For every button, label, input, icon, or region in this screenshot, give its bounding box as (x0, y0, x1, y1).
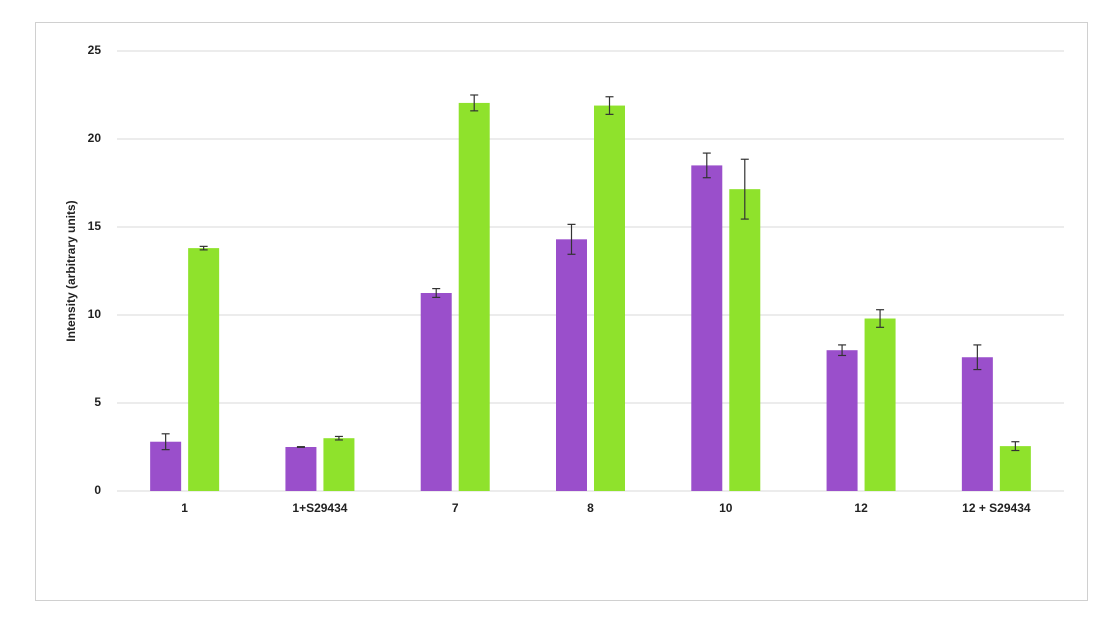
x-tick-label: 7 (452, 501, 459, 515)
bar (556, 239, 587, 491)
bar (420, 293, 452, 491)
bar (323, 438, 355, 491)
bar (729, 189, 761, 491)
y-tick-label: 0 (94, 483, 101, 497)
x-tick-label: 1+S29434 (292, 501, 347, 515)
bar (691, 165, 723, 491)
error-bar (740, 158, 749, 220)
x-tick-label: 12 + S29434 (962, 501, 1031, 515)
y-tick-label: 10 (88, 307, 102, 321)
error-bar (702, 152, 711, 179)
error-bar (334, 435, 343, 441)
bar (594, 105, 625, 491)
error-bar (605, 96, 614, 115)
error-bar (567, 223, 576, 255)
bar (285, 447, 317, 491)
x-tick-label: 8 (587, 501, 594, 515)
y-tick-label: 25 (88, 43, 102, 57)
error-bar (876, 309, 885, 328)
y-axis-label: Intensity (arbitrary units) (64, 200, 78, 341)
bar (826, 350, 858, 491)
error-bar (296, 446, 305, 448)
x-tick-label: 1 (181, 501, 188, 515)
y-tick-label: 5 (94, 395, 101, 409)
bar (458, 102, 490, 492)
x-tick-label: 10 (719, 501, 733, 515)
error-bar (973, 344, 982, 371)
error-bar (838, 344, 847, 357)
y-tick-label: 15 (88, 219, 102, 233)
bar (864, 318, 896, 491)
bar (961, 357, 993, 491)
error-bar (199, 245, 208, 251)
error-bar (432, 288, 441, 298)
bar (999, 446, 1031, 491)
y-tick-label: 20 (88, 131, 102, 145)
error-bar (161, 433, 170, 451)
error-bar (470, 94, 479, 112)
x-tick-label: 12 (854, 501, 868, 515)
bar (188, 248, 220, 491)
error-bar (1011, 441, 1020, 452)
